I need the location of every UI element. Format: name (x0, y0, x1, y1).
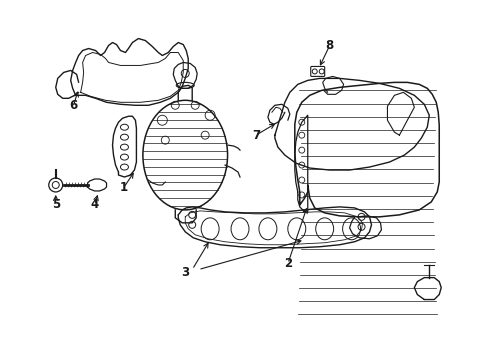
Text: 2: 2 (283, 257, 291, 270)
Text: 5: 5 (52, 198, 60, 211)
Text: 4: 4 (90, 198, 99, 211)
Text: 3: 3 (181, 266, 189, 279)
Text: 6: 6 (69, 99, 78, 112)
Text: 8: 8 (325, 39, 333, 52)
Text: 7: 7 (251, 129, 260, 142)
Text: 1: 1 (119, 181, 127, 194)
